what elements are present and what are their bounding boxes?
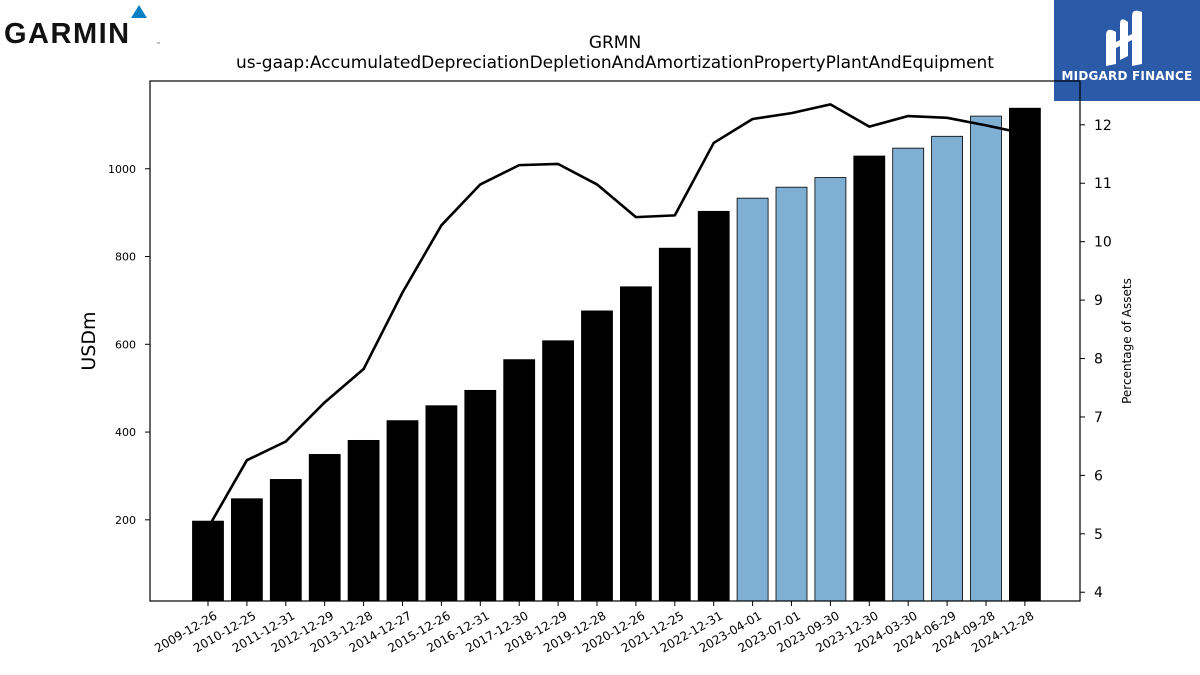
percentage-of-assets-line [206, 103, 1026, 529]
bar-2016-12-31 [464, 389, 497, 602]
midgard-finance-badge: MIDGARD FINANCE [1054, 0, 1200, 101]
y2-axis-label: Percentage of Assets [1120, 278, 1134, 404]
bar-2023-09-30 [814, 177, 847, 602]
y-tick-label-1000: 1000 [108, 163, 136, 176]
bar-2023-07-01 [775, 186, 808, 602]
y-tick-label-400: 400 [115, 426, 136, 439]
bar-2017-12-30 [503, 359, 536, 602]
bar-2018-12-29 [542, 340, 574, 602]
badge-brand-text: MIDGARD FINANCE [1061, 69, 1193, 83]
y2-tick-label-12: 12 [1094, 118, 1112, 134]
trademark-mark: ™ [156, 42, 161, 48]
garmin-logo: GARMIN ™ [4, 4, 164, 50]
bar-2014-12-27 [386, 420, 419, 602]
bar-2012-12-29 [308, 454, 341, 602]
y2-tick-label-4: 4 [1094, 585, 1103, 601]
bar-2022-12-31 [697, 210, 730, 602]
bar-2021-12-25 [658, 247, 691, 602]
bar-2019-12-28 [581, 310, 613, 602]
bar-2011-12-31 [269, 479, 302, 602]
bar-2023-12-30 [853, 155, 886, 602]
garmin-wordmark: GARMIN [4, 18, 131, 50]
midgard-monogram-icon [1106, 10, 1142, 67]
y2-tick-label-11: 11 [1094, 176, 1112, 192]
y2-tick-label-9: 9 [1094, 293, 1103, 309]
bar-2013-12-28 [347, 439, 380, 602]
garmin-triangle-icon [131, 5, 147, 18]
bar-2023-04-01 [736, 197, 769, 602]
bar-2015-12-26 [425, 405, 458, 602]
chart-title: GRMN [588, 33, 642, 53]
y2-tick-label-6: 6 [1094, 468, 1103, 484]
bar-2009-12-26 [192, 520, 224, 602]
y-tick-label-200: 200 [115, 514, 136, 527]
bar-2024-06-29 [931, 135, 963, 602]
plot-frame [149, 80, 1081, 602]
bar-2024-03-30 [892, 147, 925, 602]
y2-tick-label-10: 10 [1094, 235, 1112, 251]
y2-tick-label-8: 8 [1094, 352, 1103, 368]
bar-2010-12-25 [230, 498, 263, 602]
y-tick-label-800: 800 [115, 251, 136, 264]
chart-title-block: GRMN us-gaap:AccumulatedDepreciationDepl… [150, 33, 1080, 73]
bar-2024-12-28 [1009, 107, 1041, 602]
bar-2024-09-28 [970, 115, 1002, 602]
y-tick-label-600: 600 [115, 338, 136, 351]
y2-tick-label-7: 7 [1094, 410, 1103, 426]
chart-subtitle: us-gaap:AccumulatedDepreciationDepletion… [236, 53, 994, 73]
y-axis-label: USDm [78, 311, 100, 370]
bar-2020-12-26 [620, 286, 652, 602]
y2-tick-label-5: 5 [1094, 527, 1103, 543]
